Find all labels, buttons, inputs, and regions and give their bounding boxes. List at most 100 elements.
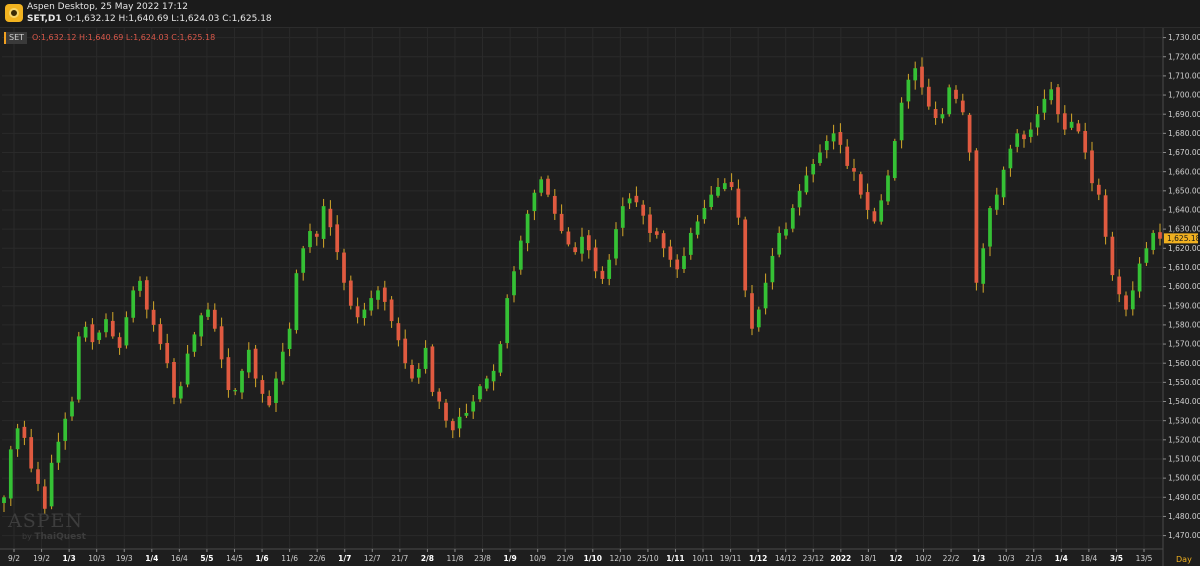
candle-body-down <box>403 338 408 364</box>
candle <box>627 193 632 209</box>
candle <box>484 375 489 392</box>
candle <box>539 176 544 197</box>
price-tick-label: 1,610.00 <box>1168 263 1200 272</box>
candle-body-down <box>852 168 856 172</box>
candle-body-down <box>36 469 40 484</box>
candle-body-down <box>573 247 578 253</box>
candle-body-up <box>1015 133 1020 147</box>
candle-body-up <box>362 309 367 319</box>
time-tick-label: 1/12 <box>749 554 767 563</box>
candle-body-up <box>886 175 890 202</box>
candle-body-down <box>444 402 448 421</box>
candle-body-up <box>614 229 618 259</box>
candle <box>314 230 319 246</box>
candle-body-up <box>376 290 380 300</box>
candle <box>1008 144 1013 177</box>
candle-body-up <box>83 326 88 338</box>
price-tick-label: 1,510.00 <box>1168 455 1200 464</box>
candle-body-down <box>926 86 931 107</box>
candle <box>709 186 714 210</box>
time-tick-label: 12/7 <box>364 554 381 563</box>
candle-body-up <box>797 190 802 208</box>
candle-body-down <box>845 146 850 166</box>
legend-symbol[interactable]: SET <box>4 32 28 44</box>
candle-body-down <box>743 219 748 291</box>
candle <box>926 78 931 110</box>
candle-body-down <box>328 208 333 228</box>
time-tick-label: 5/5 <box>200 554 213 563</box>
chart-legend[interactable]: SET O:1,632.12 H:1,640.69 L:1,624.03 C:1… <box>4 32 215 44</box>
candle <box>1137 257 1142 298</box>
candle <box>444 398 448 428</box>
candle-body-up <box>1035 114 1040 128</box>
candle-body-down <box>858 174 863 195</box>
candle <box>144 276 149 319</box>
candle <box>852 158 856 181</box>
candle-body-up <box>15 428 20 450</box>
candle <box>784 222 788 240</box>
candle <box>797 184 802 216</box>
time-tick-label: 19/11 <box>720 554 742 563</box>
candle <box>280 342 285 385</box>
candle <box>335 215 340 260</box>
candle <box>716 178 720 198</box>
time-tick-label: 22/6 <box>309 554 326 563</box>
candle-body-down <box>675 259 680 270</box>
candle <box>1042 89 1047 120</box>
candle-body-down <box>1110 236 1115 276</box>
candle <box>546 175 550 198</box>
candle-body-up <box>722 183 727 190</box>
candle-body-down <box>29 437 34 469</box>
candle-body-up <box>811 163 816 175</box>
candle-body-down <box>1124 295 1128 310</box>
candle-body-down <box>342 252 346 283</box>
candle-body-up <box>457 416 462 429</box>
watermark-by: by <box>22 532 32 541</box>
time-tick-label: 10/9 <box>529 554 546 563</box>
candle-body-up <box>607 259 612 279</box>
time-tick-label: 23/8 <box>474 554 491 563</box>
candle-body-up <box>1137 263 1142 292</box>
candle-body-down <box>335 224 340 253</box>
price-axis[interactable]: 1,470.00 1,480.00 1,490.00 1,500.00 1,510.00… <box>1162 28 1200 566</box>
candle <box>654 227 659 239</box>
candle-body-down <box>954 89 958 99</box>
candle-body-up <box>233 390 238 392</box>
candle-body-up <box>294 273 299 331</box>
window-title: Aspen Desktop, 25 May 2022 17:12 <box>27 2 188 12</box>
price-chart[interactable]: 1,470.00 1,480.00 1,490.00 1,500.00 1,510.00… <box>0 28 1200 566</box>
candle <box>906 73 911 109</box>
candle-body-down <box>1022 134 1026 140</box>
candle-body-down <box>396 323 401 341</box>
candle-body-up <box>416 368 421 378</box>
candle-body-up <box>1001 169 1006 198</box>
timeframe-label[interactable]: Day <box>1176 555 1192 564</box>
thaiquest-watermark: by ThaiQuest <box>22 532 86 542</box>
price-tick-label: 1,650.00 <box>1168 186 1200 195</box>
candle-body-up <box>763 282 768 309</box>
candle-body-down <box>151 309 156 325</box>
candle <box>729 173 734 191</box>
candle <box>1090 141 1094 192</box>
candle <box>886 169 890 206</box>
time-tick-label: 10/11 <box>692 554 714 563</box>
candle-body-down <box>865 192 870 210</box>
price-tick-label: 1,630.00 <box>1168 225 1200 234</box>
price-tick-label: 1,500.00 <box>1168 474 1200 483</box>
candle-body-down <box>648 214 652 233</box>
candle <box>450 418 455 439</box>
time-tick-label: 1/2 <box>889 554 902 563</box>
candle-body-down <box>1096 184 1101 195</box>
candle <box>342 248 346 291</box>
time-axis[interactable]: 9/2 19/2 1/3 10/3 19/3 1/4 16/4 5/5 14/5 1/6 11/6 2… <box>0 548 1163 563</box>
candle-body-down <box>212 309 217 329</box>
candle-body-up <box>709 194 714 208</box>
candlestick-chart[interactable]: 1,470.00 1,480.00 1,490.00 1,500.00 1,510.00… <box>0 28 1200 566</box>
candle-body-down <box>410 364 414 379</box>
candle <box>974 148 979 291</box>
aspen-watermark: ASPEN <box>8 510 84 532</box>
candle <box>954 85 958 104</box>
candle-body-up <box>308 231 312 248</box>
candle <box>471 394 476 419</box>
time-tick-label: 13/5 <box>1136 554 1153 563</box>
